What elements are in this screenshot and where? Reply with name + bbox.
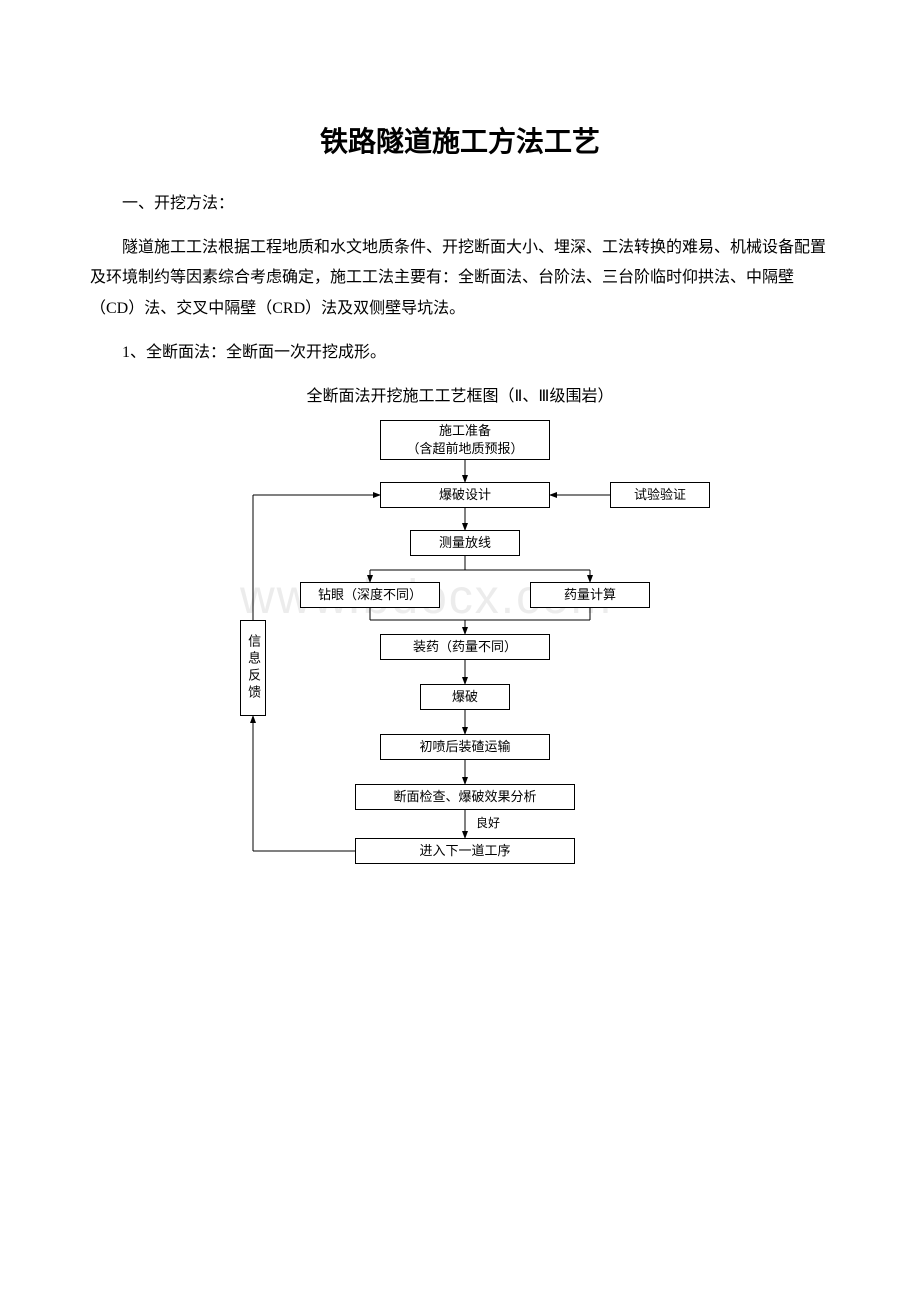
- flow-edge-label-good: 良好: [476, 814, 500, 831]
- flow-node-test: 试验验证: [610, 482, 710, 508]
- paragraph-2: 1、全断面法：全断面一次开挖成形。: [90, 338, 830, 368]
- flow-node-feedback: 信息反馈: [240, 620, 266, 716]
- section-heading: 一、开挖方法：: [90, 190, 830, 219]
- document-title: 铁路隧道施工方法工艺: [90, 120, 830, 160]
- flow-node-blast: 爆破: [420, 684, 510, 710]
- flow-node-survey: 测量放线: [410, 530, 520, 556]
- flowchart-container: www.bdocx.com 施工准备（含超前地质预报） 爆破设计 试验验证 测量…: [180, 420, 740, 920]
- flow-node-blast-design: 爆破设计: [380, 482, 550, 508]
- flow-node-prep: 施工准备（含超前地质预报）: [380, 420, 550, 460]
- flow-node-next: 进入下一道工序: [355, 838, 575, 864]
- flow-node-load: 装药（药量不同）: [380, 634, 550, 660]
- flow-node-charge-calc: 药量计算: [530, 582, 650, 608]
- flow-node-inspect: 断面检查、爆破效果分析: [355, 784, 575, 810]
- flowchart-title: 全断面法开挖施工工艺框图（Ⅱ、Ⅲ级围岩）: [90, 382, 830, 406]
- flow-node-spray: 初喷后装碴运输: [380, 734, 550, 760]
- flow-node-drill: 钻眼（深度不同）: [300, 582, 440, 608]
- paragraph-1: 隧道施工工法根据工程地质和水文地质条件、开挖断面大小、埋深、工法转换的难易、机械…: [90, 233, 830, 324]
